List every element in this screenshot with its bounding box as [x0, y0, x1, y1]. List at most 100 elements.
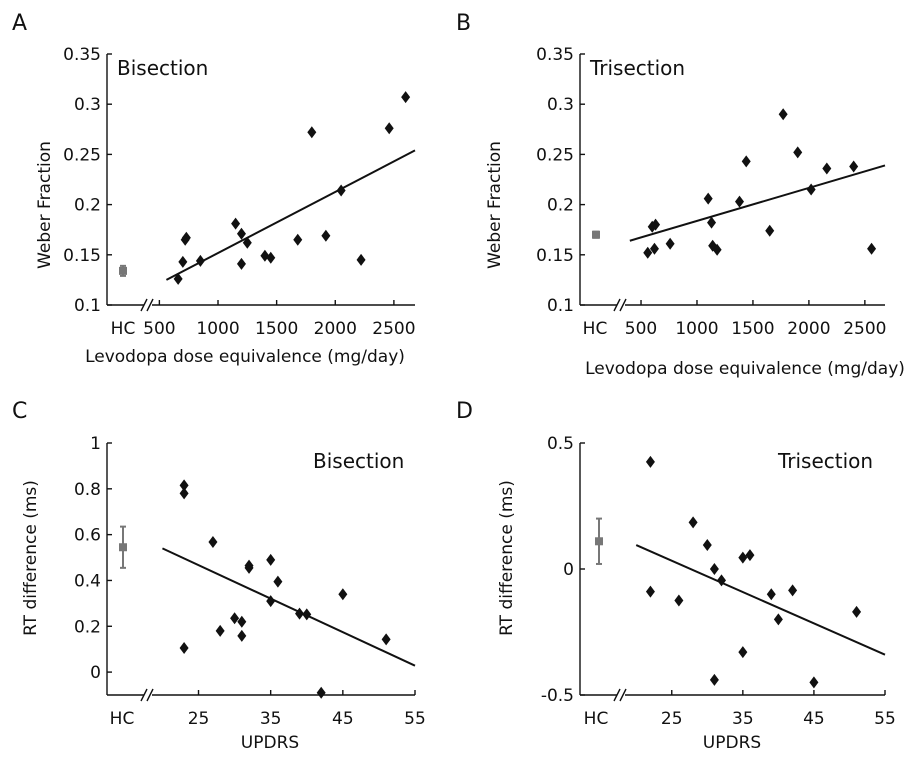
panel-b-fit-line	[630, 165, 885, 240]
panel-c-data-point	[237, 616, 246, 628]
panel-a-data-point	[401, 91, 410, 103]
panel-c-data-point	[317, 687, 326, 699]
panel-a-ylabel: Weber Fraction	[35, 141, 55, 269]
panel-d-data-point	[703, 539, 712, 551]
panel-a-y-tick-label: 0.25	[63, 145, 101, 165]
panel-d-data-point	[852, 606, 861, 618]
panel-c-data-point	[180, 642, 189, 654]
panel-d-x-tick-label: 25	[661, 709, 683, 729]
panel-d-data-point	[809, 676, 818, 688]
panel-d-xlabel: UPDRS	[703, 733, 761, 753]
panel-d-data-point	[774, 613, 783, 625]
panel-d-data-point	[745, 549, 754, 561]
panel-d-y-tick-label: 0.5	[547, 434, 574, 454]
panel-a-data-point	[321, 230, 330, 242]
panel-a-hc-label: HC	[111, 319, 136, 339]
panel-a-data-point	[385, 122, 394, 134]
panel-b-hc-label: HC	[583, 319, 608, 339]
panel-d-data-point	[738, 552, 747, 564]
panel-c-x-tick-label: 45	[332, 709, 354, 729]
panel-b-hc-marker	[592, 231, 600, 239]
panel-b-x-tick-label: 1500	[731, 319, 774, 339]
panel-b-data-point	[822, 162, 831, 174]
panel-b-data-point	[849, 160, 858, 172]
panel-d-x-tick-label: 35	[732, 709, 754, 729]
panel-d-hc-marker	[595, 537, 603, 545]
panel-b-y-tick-label: 0.35	[536, 45, 574, 65]
panel-a-data-point	[178, 256, 187, 268]
panel-d-y-tick-label: -0.5	[541, 686, 574, 706]
panel-c-data-point	[216, 625, 225, 637]
panel-a-x-tick-label: 2000	[314, 319, 357, 339]
panel-a-data-point	[357, 254, 366, 266]
panel-a: A Bisection Weber Fraction Levodopa dose…	[12, 11, 416, 367]
panel-a-data-point	[237, 258, 246, 270]
panel-a-x-tick-label: 500	[143, 319, 175, 339]
panel-a-title: Bisection	[117, 56, 208, 80]
panel-c-hc-label: HC	[110, 709, 135, 729]
panel-b-data-point	[867, 243, 876, 255]
panel-a-y-tick-label: 0.2	[74, 196, 101, 216]
panel-c-x-tick-label: 25	[188, 709, 210, 729]
panel-a-hc-marker	[119, 267, 127, 275]
panel-a-data-point	[237, 228, 246, 240]
panel-b-y-tick-label: 0.1	[547, 296, 574, 316]
panel-a-x-tick-label: 2500	[372, 319, 415, 339]
panel-c-fit-line	[162, 548, 415, 665]
panel-b-data-point	[704, 193, 713, 205]
panel-c-data-point	[230, 612, 239, 624]
panel-d-title: Trisection	[777, 449, 873, 473]
panel-a-y-tick-label: 0.15	[63, 246, 101, 266]
panel-c: C Bisection RT difference (ms) UPDRS HC …	[12, 399, 426, 753]
panel-d-hc-label: HC	[584, 709, 609, 729]
panel-a-data-point	[196, 255, 205, 267]
panel-d-x-tick-label: 55	[874, 709, 896, 729]
panel-d-data-point	[710, 674, 719, 686]
panel-b-data-point	[793, 146, 802, 158]
panel-a-y-tick-label: 0.35	[63, 45, 101, 65]
panel-c-y-tick-label: 0	[90, 663, 101, 683]
panel-d-data-point	[689, 516, 698, 528]
panel-c-xlabel: UPDRS	[241, 733, 299, 753]
panel-c-ylabel: RT difference (ms)	[21, 480, 41, 636]
panel-d-fit-line	[636, 545, 885, 655]
panel-d-data-point	[767, 588, 776, 600]
panel-a-x-tick-label: 1000	[196, 319, 239, 339]
panel-c-title: Bisection	[313, 449, 404, 473]
panel-c-hc-marker	[119, 543, 127, 551]
panel-letter-a: A	[12, 11, 27, 36]
panel-letter-d: D	[456, 399, 473, 424]
panel-b-x-tick-label: 2000	[787, 319, 830, 339]
panel-b-data-point	[779, 108, 788, 120]
panel-c-y-tick-label: 0.6	[74, 526, 101, 546]
panel-a-data-point	[293, 234, 302, 246]
panel-c-data-point	[302, 608, 311, 620]
panel-a-y-tick-label: 0.3	[74, 95, 101, 115]
panel-c-data-point	[273, 576, 282, 588]
panel-b-ylabel: Weber Fraction	[485, 141, 505, 269]
panel-a-data-point	[307, 126, 316, 138]
panel-c-y-tick-label: 0.8	[74, 480, 101, 500]
panel-d-ylabel: RT difference (ms)	[497, 480, 517, 636]
panel-d-data-point	[646, 586, 655, 598]
panel-b-data-point	[765, 225, 774, 237]
panel-b-data-point	[735, 196, 744, 208]
panel-b-y-tick-label: 0.2	[547, 196, 574, 216]
panel-c-data-point	[295, 608, 304, 620]
panel-a-data-point	[231, 218, 240, 230]
panel-d-data-point	[710, 563, 719, 575]
panel-b-y-tick-label: 0.25	[536, 145, 574, 165]
panel-b-x-tick-label: 1000	[675, 319, 718, 339]
panel-b: B Trisection Weber Fraction Levodopa dos…	[456, 11, 905, 379]
panel-d-data-point	[674, 595, 683, 607]
panel-b-x-tick-label: 2500	[843, 319, 886, 339]
panel-a-y-tick-label: 0.1	[74, 296, 101, 316]
panel-d: D Trisection RT difference (ms) UPDRS HC…	[456, 399, 896, 753]
panel-d-data-point	[738, 646, 747, 658]
panel-b-title: Trisection	[589, 56, 685, 80]
panel-c-data-point	[382, 633, 391, 645]
panel-c-data-point	[180, 487, 189, 499]
panel-d-y-tick-label: 0	[563, 560, 574, 580]
panel-d-x-tick-label: 45	[803, 709, 825, 729]
